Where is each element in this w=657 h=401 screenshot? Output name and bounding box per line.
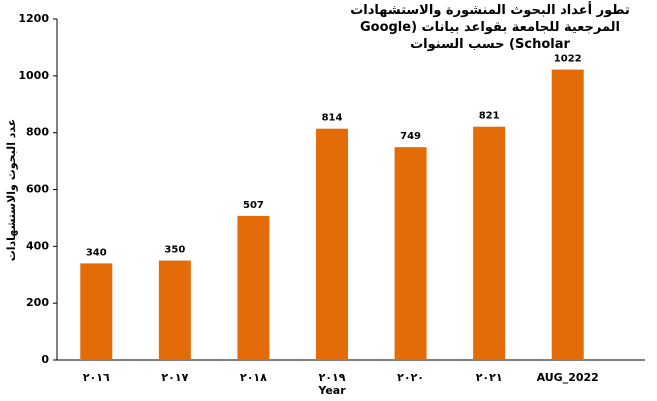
data-label: 1022 [554,54,582,65]
x-tick-label: ٢٠٢١ [476,371,503,384]
bar [80,263,113,360]
x-tick-label: ٢٠١٨ [240,371,267,384]
chart-title: تطور أعداد البحوث المنشورة والاستشهادات … [350,3,630,52]
bar [551,69,584,360]
data-label: 814 [322,113,343,124]
bar [473,126,506,361]
bar [158,260,191,360]
y-tick-label: 200 [26,296,49,309]
data-label: 507 [243,200,264,211]
y-tick-label: 1200 [18,12,49,25]
y-tick-label: 800 [26,126,49,139]
x-tick-label: ٢٠٢٠ [397,371,424,384]
x-tick-label: ٢٠١٩ [319,371,346,384]
x-tick-label: ٢٠١٦ [83,371,110,384]
data-label: 821 [479,111,500,122]
bar [394,147,427,360]
x-axis-label: Year [317,384,346,397]
x-tick-label: AUG_2022 [537,371,599,384]
y-tick-label: 0 [41,353,49,366]
y-tick-label: 600 [26,183,49,196]
data-label: 350 [164,245,185,256]
data-label: 749 [400,131,421,142]
bar [316,128,348,360]
y-tick-label: 400 [26,239,49,252]
x-tick-label: ٢٠١٧ [161,371,188,384]
data-label: 340 [86,247,107,258]
y-tick-label: 1000 [18,69,49,82]
bar [237,215,270,360]
y-axis-label: عدد البحوث والاستشهادات [5,119,18,262]
